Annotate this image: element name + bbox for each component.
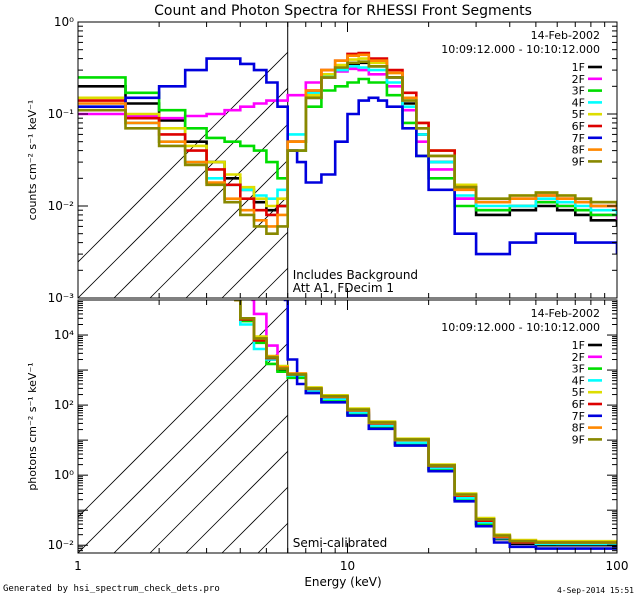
hatch-line: [618, 22, 640, 298]
time-range-label: 10:09:12.000 - 10:10:12.000: [441, 321, 600, 334]
annotation-0: Includes Background: [293, 268, 418, 282]
legend-label-2F: 2F: [572, 73, 585, 86]
y-tick-label: 10⁻²: [48, 538, 75, 552]
y-tick-label: 10⁻¹: [48, 107, 75, 121]
legend-label-3F: 3F: [572, 85, 585, 98]
series-group: [78, 51, 617, 256]
y-axis-label: counts cm⁻² s⁻¹ keV⁻¹: [26, 100, 39, 221]
x-tick-label: 1: [74, 559, 82, 573]
generation-timestamp: 4-Sep-2014 15:51: [556, 586, 634, 595]
annotation-1: Att A1, FDecim 1: [293, 281, 394, 295]
series-9F: [234, 300, 617, 544]
y-tick-label: 10⁻³: [48, 291, 75, 305]
y-tick-label: 10⁰: [54, 468, 74, 482]
series-9F: [78, 60, 617, 235]
series-group: [234, 300, 617, 550]
legend-label-8F: 8F: [572, 144, 585, 157]
x-axis-label: Energy (keV): [304, 575, 381, 589]
annotation-0: Semi-calibrated: [293, 536, 388, 550]
legend-label-6F: 6F: [572, 398, 585, 411]
legend-label-7F: 7F: [572, 132, 585, 145]
legend-label-5F: 5F: [572, 386, 585, 399]
legend-label-5F: 5F: [572, 108, 585, 121]
legend-label-6F: 6F: [572, 120, 585, 133]
y-tick-label: 10⁻²: [48, 199, 75, 213]
y-tick-label: 10⁴: [54, 328, 74, 342]
date-label: 14-Feb-2002: [531, 29, 600, 42]
series-7F: [78, 57, 617, 256]
x-tick-label: 10: [340, 559, 355, 573]
legend-label-4F: 4F: [572, 96, 585, 109]
y-tick-label: 10²: [54, 398, 74, 412]
unhatched-area: [287, 22, 617, 298]
legend-label-9F: 9F: [572, 155, 585, 168]
y-axis-label: photons cm⁻² s⁻¹ keV⁻¹: [26, 362, 39, 490]
unhatched-area: [287, 300, 617, 553]
legend-label-8F: 8F: [572, 422, 585, 435]
legend-label-3F: 3F: [572, 363, 585, 376]
date-label: 14-Feb-2002: [531, 307, 600, 320]
x-tick-label: 100: [606, 559, 629, 573]
legend-label-1F: 1F: [572, 339, 585, 352]
legend-label-1F: 1F: [572, 61, 585, 74]
legend-label-9F: 9F: [572, 433, 585, 446]
time-range-label: 10:09:12.000 - 10:10:12.000: [441, 43, 600, 56]
y-tick-label: 10⁰: [54, 15, 74, 29]
count-spectra-panel: 10⁰ 10⁻¹ 10⁻² 10⁻³ counts cm⁻² s⁻¹ keV⁻¹ 14-F…: [26, 15, 640, 305]
generator-note: Generated by hsi_spectrum_check_dets.pro: [3, 584, 220, 594]
hatch-line: [78, 22, 319, 263]
legend-label-2F: 2F: [572, 351, 585, 364]
legend-label-7F: 7F: [572, 410, 585, 423]
hatch-line: [618, 300, 640, 553]
photon-spectra-panel: 10⁴ 10² 10⁰ 10⁻² 1 10 100 photons cm⁻² s⁻¹ keV⁻…: [26, 299, 640, 573]
legend-label-4F: 4F: [572, 374, 585, 387]
figure-title: Count and Photon Spectra for RHESSI Fron…: [154, 3, 532, 19]
